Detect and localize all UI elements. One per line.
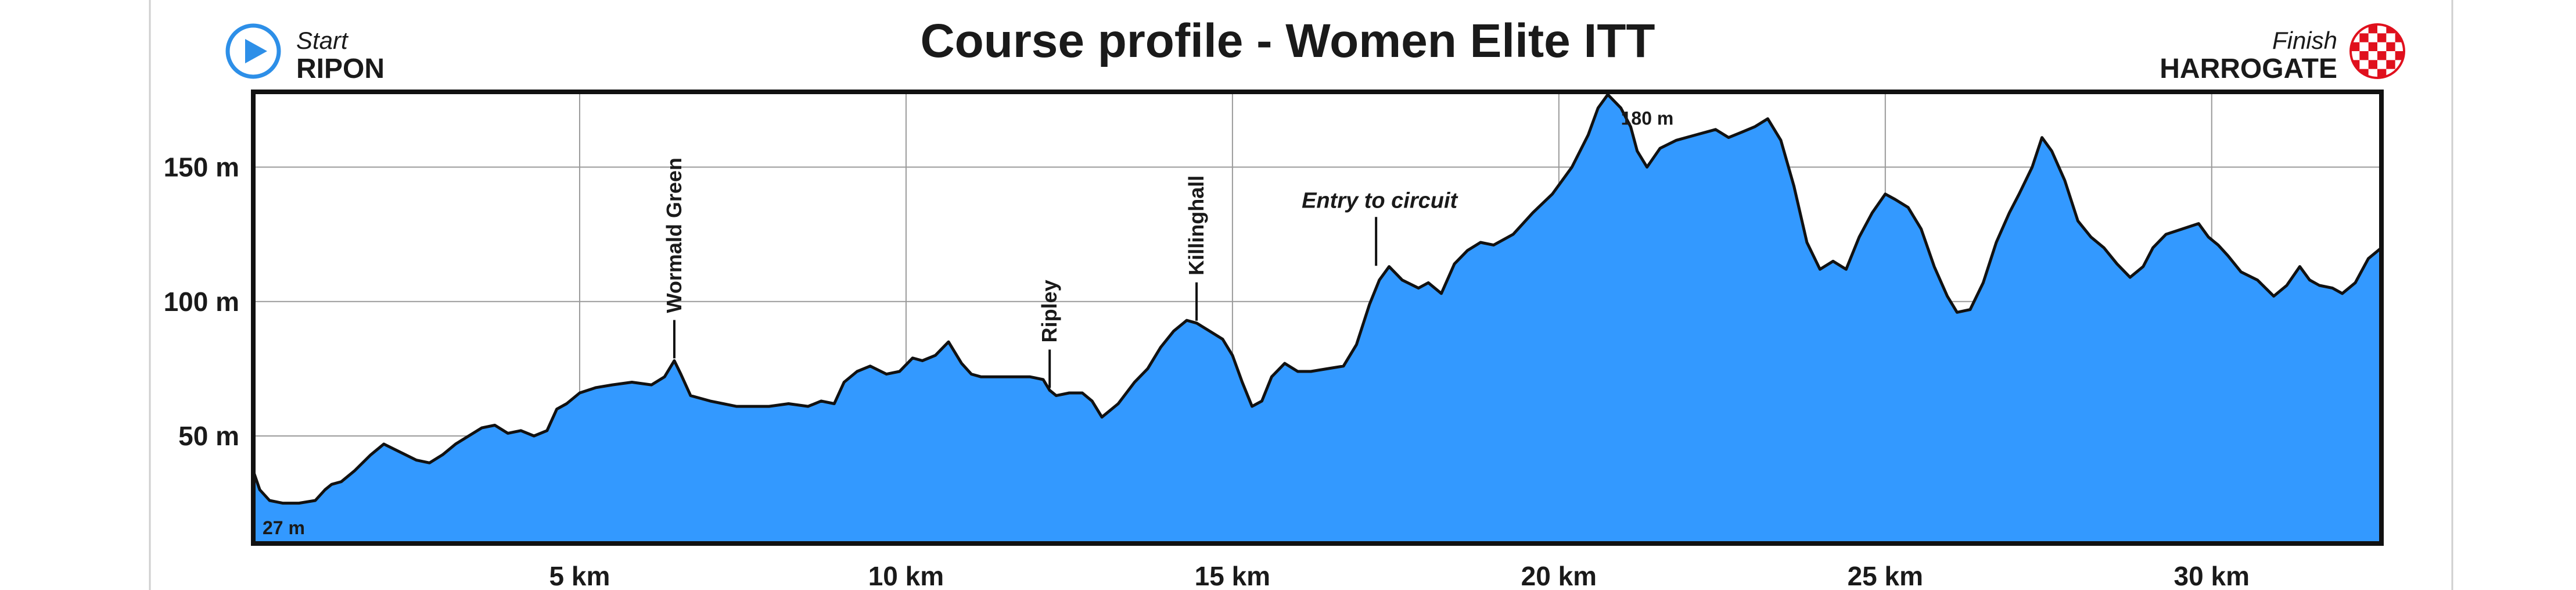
axis-labels: 5 km 10 km 15 km 20 km 25 km 30 km 50 m 100 m 15… xyxy=(164,152,2250,590)
start-caption: Start xyxy=(296,27,349,54)
x-tick-label: 20 km xyxy=(1521,561,1597,590)
start-play-triangle xyxy=(245,39,267,63)
finish-marker: Finish HARROGATE xyxy=(2160,23,2405,84)
annotation-label: Ripley xyxy=(1037,280,1061,342)
x-tick-label: 5 km xyxy=(549,561,610,590)
max-elevation-label: 180 m xyxy=(1621,108,1674,129)
annotations: 27 m 180 m Wormald Green Ripley Killinghall E… xyxy=(263,108,1673,538)
checkered-flag-icon xyxy=(2349,23,2405,79)
min-elevation-label: 27 m xyxy=(263,517,305,538)
x-tick-label: 30 km xyxy=(2174,561,2250,590)
x-tick-label: 25 km xyxy=(1848,561,1923,590)
y-tick-label: 100 m xyxy=(164,287,239,317)
annotation-label: Killinghall xyxy=(1184,176,1208,276)
finish-location: HARROGATE xyxy=(2160,53,2337,84)
annotation-label: Wormald Green xyxy=(662,158,686,313)
elevation-area xyxy=(253,94,2381,544)
y-tick-label: 50 m xyxy=(178,421,239,451)
elevation-line xyxy=(252,93,2383,505)
start-location: RIPON xyxy=(296,53,385,84)
finish-caption: Finish xyxy=(2272,27,2337,54)
annotation-label: Entry to circuit xyxy=(1302,188,1458,213)
y-tick-label: 150 m xyxy=(164,152,239,183)
chart-title: Course profile - Women Elite ITT xyxy=(920,15,1655,67)
x-tick-label: 10 km xyxy=(868,561,944,590)
x-tick-label: 15 km xyxy=(1195,561,1270,590)
plot-frame xyxy=(251,90,2384,546)
start-marker: Start RIPON xyxy=(225,23,385,84)
